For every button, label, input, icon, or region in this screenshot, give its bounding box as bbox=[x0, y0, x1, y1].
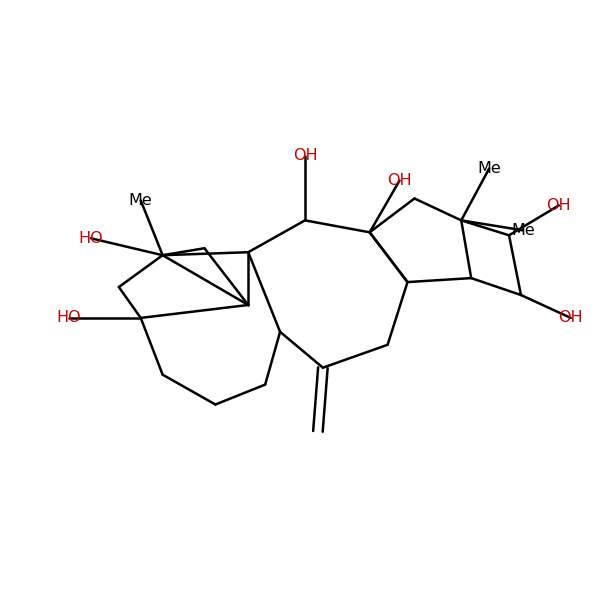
Text: OH: OH bbox=[293, 148, 317, 163]
Text: OH: OH bbox=[387, 173, 412, 188]
Text: OH: OH bbox=[547, 198, 571, 213]
Text: Me: Me bbox=[129, 193, 152, 208]
Text: Me: Me bbox=[477, 161, 501, 176]
Text: OH: OH bbox=[559, 310, 583, 325]
Text: HO: HO bbox=[57, 310, 82, 325]
Text: Me: Me bbox=[511, 223, 535, 238]
Text: HO: HO bbox=[79, 231, 103, 246]
